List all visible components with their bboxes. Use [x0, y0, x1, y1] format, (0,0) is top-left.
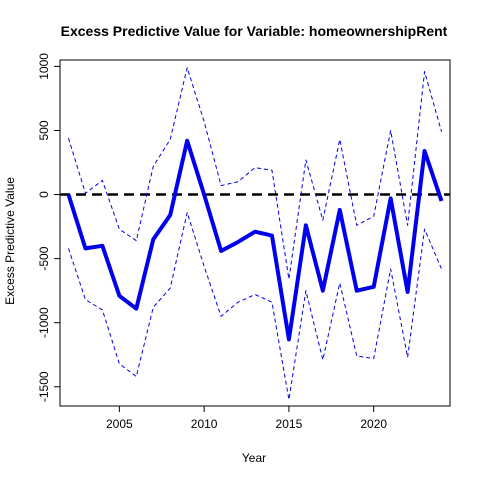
y-axis-label: Excess Predictive Value: [3, 177, 17, 305]
lower-bound-line: [68, 212, 442, 401]
y-tick-label: -1500: [37, 371, 51, 402]
y-tick-label: 1000: [37, 53, 51, 80]
x-tick-label: 2010: [191, 417, 218, 431]
upper-bound-line: [68, 67, 443, 280]
y-tick-label: -500: [37, 246, 51, 270]
plot-frame: [59, 59, 451, 407]
y-tick-label: 500: [37, 120, 51, 140]
x-axis-label: Year: [242, 451, 266, 465]
y-tick-label: -1000: [37, 307, 51, 338]
x-tick-label: 2005: [106, 417, 133, 431]
x-tick-label: 2020: [360, 417, 387, 431]
y-tick-label: 0: [37, 191, 51, 198]
estimate-line: [66, 138, 444, 342]
chart-title: Excess Predictive Value for Variable: ho…: [61, 23, 448, 39]
x-tick-label: 2015: [276, 417, 303, 431]
